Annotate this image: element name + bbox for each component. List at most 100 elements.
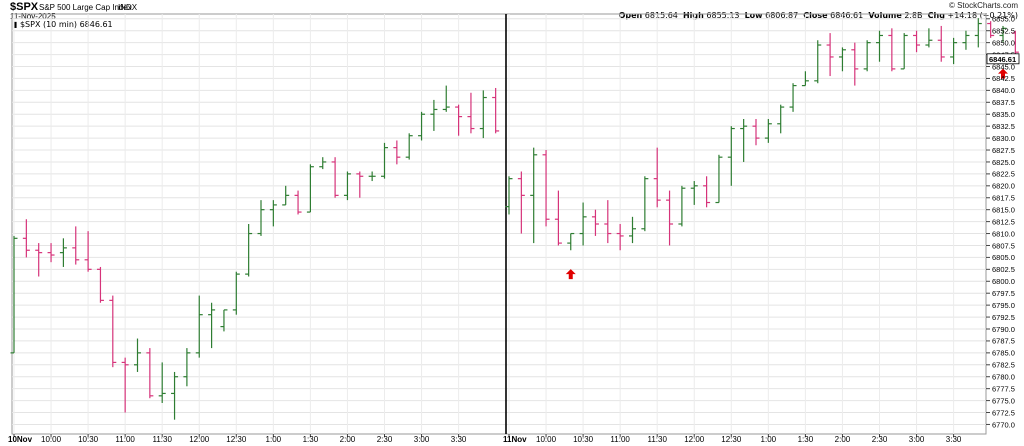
- ohlc-bar: [974, 18, 982, 48]
- ohlc-bar: [35, 243, 43, 277]
- ohlc-bar: [158, 362, 166, 403]
- ohlc-bar: [777, 104, 785, 134]
- y-tick-label: 6820.0: [992, 182, 1015, 191]
- ohlc-bar: [913, 30, 921, 53]
- ohlc-bar: [838, 47, 846, 72]
- x-tick-label: 11Nov: [503, 435, 527, 444]
- y-tick-label: 6807.5: [992, 241, 1015, 250]
- gridlines: [11, 13, 987, 435]
- x-tick-label: 10:00: [41, 435, 62, 444]
- volume-label: Volume: [868, 11, 902, 20]
- y-tick-label: 6835.0: [992, 110, 1015, 119]
- ohlc-bar: [455, 104, 463, 136]
- ohlc-stats: Open 6815.64 High 6855.13 Low 6806.87 Cl…: [619, 11, 1018, 20]
- ohlc-bar: [641, 176, 649, 232]
- ohlc-bar: [10, 235, 18, 354]
- x-tick-label: 1:30: [798, 435, 814, 444]
- y-tick-label: 6822.5: [992, 170, 1015, 179]
- y-tick-label: 6832.5: [992, 122, 1015, 131]
- ohlc-bar: [393, 140, 401, 165]
- x-tick-label: 10:30: [78, 435, 99, 444]
- chg-value: +14.18 (+0.21%): [947, 11, 1018, 20]
- ohlc-bar: [96, 266, 104, 303]
- y-tick-label: 6790.0: [992, 325, 1015, 334]
- y-tick-label: 6810.0: [992, 229, 1015, 238]
- y-tick-label: 6815.0: [992, 205, 1015, 214]
- ohlc-bar: [343, 171, 351, 201]
- ohlc-bar: [72, 226, 80, 265]
- plot-frame: [11, 13, 987, 435]
- x-tick-label: 11:00: [610, 435, 630, 444]
- ohlc-bar: [195, 295, 203, 358]
- ohlc-bar: [876, 30, 883, 62]
- ohlc-bar: [356, 171, 364, 198]
- ohlc-bar: [727, 126, 735, 186]
- open-label: Open: [618, 11, 643, 20]
- up-arrow-icon: [565, 269, 576, 280]
- ohlc-bar: [715, 154, 723, 204]
- y-tick-label: 6840.0: [992, 86, 1015, 95]
- x-tick-label: 10:30: [573, 435, 594, 444]
- date-label: 11-Nov-2025: [10, 12, 56, 21]
- ohlc-bar: [752, 119, 760, 146]
- ohlc-bar: [554, 190, 562, 246]
- ohlc-bar: [604, 200, 612, 244]
- y-tick-label: 6852.5: [992, 27, 1015, 36]
- x-tick-label: 10Nov: [8, 435, 33, 444]
- ohlc-bar: [368, 171, 376, 182]
- close-value: 6846.61: [830, 11, 864, 20]
- ohlc-bar: [925, 28, 933, 48]
- y-tick-label: 6775.0: [992, 396, 1015, 405]
- y-tick-label: 6812.5: [992, 217, 1015, 226]
- y-tick-label: 6830.0: [992, 134, 1015, 143]
- x-tick-label: 3:00: [909, 435, 925, 444]
- ohlc-bar: [764, 119, 772, 143]
- ohlc-bar: [937, 25, 945, 62]
- ohlc-bar: [987, 21, 995, 38]
- ohlc-bar: [306, 164, 314, 213]
- y-tick-label: 6850.0: [992, 38, 1015, 47]
- symbol: $SPX: [10, 1, 39, 13]
- ohlc-bar: [134, 338, 141, 372]
- ohlc-bar: [467, 92, 475, 134]
- ohlc-bar: [666, 190, 674, 246]
- ohlc-bar: [430, 99, 438, 131]
- y-tick-label: 6770.0: [992, 420, 1015, 429]
- ohlc-bar: [900, 33, 908, 70]
- ohlc-bar: [653, 147, 661, 208]
- low-value: 6806.87: [765, 11, 799, 20]
- x-tick-label: 10:00: [536, 435, 557, 444]
- ohlc-bar: [740, 119, 748, 162]
- ohlc-bar: [479, 90, 487, 139]
- y-tick-label: 6792.5: [992, 313, 1015, 322]
- ohlc-bar: [801, 71, 809, 87]
- ohlc-bar: [616, 224, 624, 251]
- ohlc-bar: [999, 25, 1007, 43]
- ohlc-bar: [678, 185, 686, 227]
- ohlc-bar: [121, 357, 129, 413]
- legend-text: $SPX (10 min) 6846.61: [19, 20, 113, 29]
- ohlc-bar: [257, 200, 265, 236]
- low-label: Low: [744, 11, 763, 20]
- last-price-box: [986, 53, 1020, 65]
- y-tick-label: 6845.0: [992, 62, 1015, 71]
- ohlc-bar: [418, 111, 426, 141]
- x-tick-label: 2:00: [835, 435, 851, 444]
- ohlc-bar: [319, 157, 327, 170]
- y-tick-label: 6827.5: [992, 146, 1015, 155]
- ohlc-bar: [703, 176, 711, 208]
- signal-arrows: [565, 68, 1008, 280]
- ohlc-bar: [442, 85, 450, 112]
- ohlc-bar: [789, 83, 797, 112]
- y-tick-label: 6825.0: [992, 158, 1015, 167]
- ohlc-bar: [826, 33, 834, 77]
- y-tick-label: 6817.5: [992, 194, 1015, 203]
- ohlc-bars: [10, 18, 1019, 420]
- ohlc-bar: [629, 216, 636, 244]
- y-tick-label: 6837.5: [992, 98, 1015, 107]
- ohlc-bar: [505, 176, 513, 215]
- ohlc-bar: [405, 133, 413, 160]
- x-tick-label: 11:30: [152, 435, 172, 444]
- ohlc-bar: [950, 37, 958, 65]
